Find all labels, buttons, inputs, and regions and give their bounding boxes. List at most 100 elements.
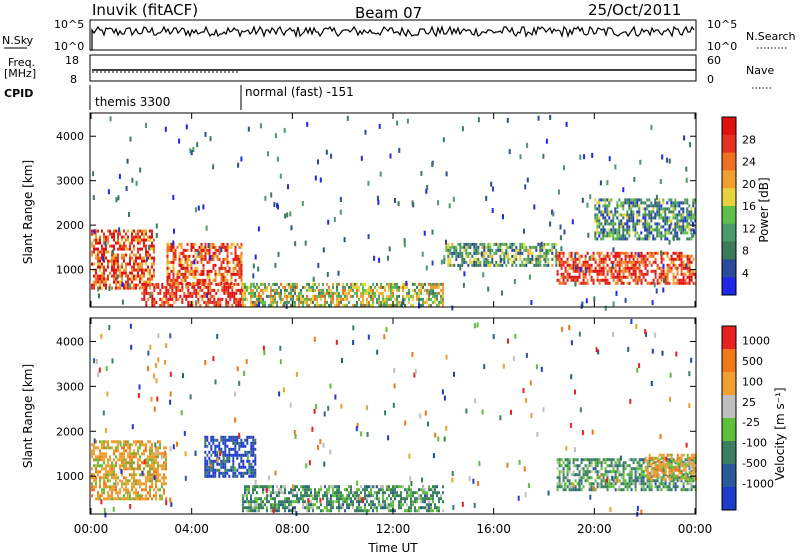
data-cell xyxy=(185,297,188,301)
data-cell xyxy=(465,260,468,264)
data-cell xyxy=(221,297,224,301)
data-cell xyxy=(111,286,113,290)
data-cell xyxy=(499,263,502,267)
data-cell xyxy=(616,272,619,276)
data-cell xyxy=(200,278,203,282)
data-cell xyxy=(107,250,109,254)
data-cell xyxy=(121,244,123,248)
data-cell xyxy=(412,500,414,504)
data-cell xyxy=(566,467,569,471)
data-cell xyxy=(113,473,115,477)
data-cell xyxy=(340,506,342,510)
data-cell xyxy=(189,291,192,295)
data-cell xyxy=(634,254,637,258)
data-cell xyxy=(624,260,627,264)
data-cell xyxy=(296,282,298,286)
data-cell xyxy=(692,257,695,261)
data-cell xyxy=(276,282,278,286)
data-cell xyxy=(578,254,581,258)
data-cell xyxy=(227,285,230,289)
data-cell xyxy=(272,303,274,307)
data-cell xyxy=(672,485,675,489)
data-cell xyxy=(626,263,629,267)
data-cell xyxy=(658,207,661,211)
data-cell xyxy=(312,509,314,513)
data-cell xyxy=(582,470,585,474)
data-cell xyxy=(218,272,221,276)
data-cell xyxy=(206,462,209,466)
data-cell xyxy=(238,441,241,445)
nsky-trace xyxy=(90,24,695,51)
data-cell xyxy=(111,461,113,465)
data-cell xyxy=(634,204,637,208)
data-cell xyxy=(129,464,131,468)
data-cell xyxy=(196,281,199,285)
data-cell xyxy=(325,149,328,155)
data-cell xyxy=(430,297,432,301)
data-cell xyxy=(650,225,653,229)
data-cell xyxy=(181,297,184,301)
data-cell xyxy=(277,251,280,257)
data-cell xyxy=(165,497,167,501)
data-cell xyxy=(171,291,174,295)
data-cell xyxy=(386,485,388,489)
data-cell xyxy=(159,494,161,498)
data-cell xyxy=(119,274,121,278)
data-cell xyxy=(588,263,591,267)
data-cell xyxy=(278,500,280,504)
data-cell xyxy=(107,440,109,444)
data-cell xyxy=(690,219,693,223)
data-cell xyxy=(151,262,153,266)
data-cell xyxy=(586,278,589,282)
data-cell xyxy=(602,263,605,267)
data-cell xyxy=(210,281,213,285)
data-cell xyxy=(652,269,655,273)
data-cell xyxy=(208,471,211,475)
data-cell xyxy=(336,497,338,501)
data-cell xyxy=(638,222,641,226)
data-cell xyxy=(668,488,671,492)
data-cell xyxy=(670,477,673,481)
data-cell xyxy=(424,488,426,492)
data-cell xyxy=(197,291,200,295)
data-cell xyxy=(129,259,131,263)
data-cell xyxy=(254,479,257,485)
data-cell xyxy=(606,278,609,282)
data-cell xyxy=(296,491,298,495)
data-cell xyxy=(618,272,621,276)
data-cell xyxy=(598,234,601,238)
data-cell xyxy=(674,485,677,489)
data-cell xyxy=(290,488,292,492)
data-cell xyxy=(648,234,651,238)
data-cell xyxy=(242,285,244,289)
data-cell xyxy=(121,247,123,251)
data-cell xyxy=(105,446,107,450)
data-cell xyxy=(686,219,689,223)
data-cell xyxy=(370,506,372,510)
data-cell xyxy=(155,467,157,471)
data-cell xyxy=(120,468,123,474)
data-cell xyxy=(644,216,647,220)
data-cell xyxy=(638,266,641,270)
data-cell xyxy=(330,485,332,489)
data-cell xyxy=(159,297,162,301)
data-cell xyxy=(93,446,95,450)
data-cell xyxy=(558,473,561,477)
data-cell xyxy=(560,263,563,267)
data-cell xyxy=(192,281,195,285)
data-cell xyxy=(298,497,300,501)
data-cell xyxy=(392,506,394,510)
data-cell xyxy=(207,300,210,304)
data-cell xyxy=(155,300,158,304)
data-cell xyxy=(692,453,695,457)
data-cell xyxy=(424,500,426,504)
data-cell xyxy=(284,288,286,292)
data-cell xyxy=(119,479,121,483)
data-cell xyxy=(608,201,611,205)
data-cell xyxy=(266,500,268,504)
data-cell xyxy=(119,283,121,287)
data-cell xyxy=(216,254,219,258)
data-cell xyxy=(670,269,673,273)
data-cell xyxy=(682,228,685,232)
data-cell xyxy=(622,281,625,285)
